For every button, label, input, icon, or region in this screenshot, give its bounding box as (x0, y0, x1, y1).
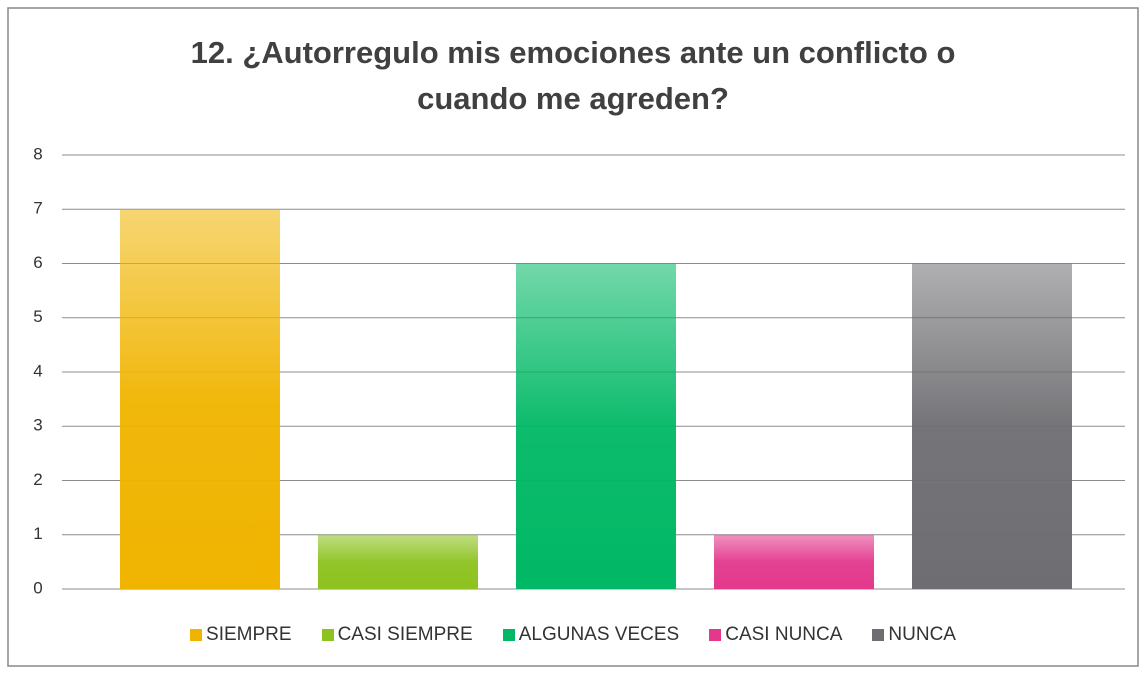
legend-swatch (709, 629, 722, 641)
y-tick-label: 4 (33, 361, 42, 380)
legend-item: CASI NUNCA (709, 624, 842, 646)
y-tick-label: 0 (33, 578, 42, 597)
legend-swatch (502, 629, 515, 641)
legend-swatch (321, 629, 334, 641)
legend-swatch (872, 629, 885, 641)
chart-title: 12. ¿Autorregulo mis emociones ante un c… (190, 35, 956, 116)
legend: SIEMPRE CASI SIEMPRE ALGUNAS VECES CASI NUN… (0, 624, 1146, 646)
legend-swatch (190, 629, 203, 641)
bar (120, 209, 280, 589)
y-tick-label: 2 (33, 470, 42, 489)
bar (318, 534, 478, 589)
y-tick-label: 6 (33, 253, 42, 272)
bar (714, 534, 874, 589)
bar (912, 263, 1072, 589)
y-tick-label: 8 (33, 144, 42, 163)
legend-item: NUNCA (872, 624, 956, 646)
y-tick-label: 5 (33, 307, 42, 326)
legend-label: CASI SIEMPRE (337, 624, 473, 645)
legend-label: SIEMPRE (206, 624, 292, 645)
y-tick-label: 3 (33, 416, 42, 435)
legend-item: ALGUNAS VECES (502, 624, 680, 646)
chart-border (7, 7, 1139, 667)
legend-item: SIEMPRE (190, 624, 292, 646)
y-tick-label: 1 (33, 524, 42, 543)
legend-item: CASI SIEMPRE (321, 624, 473, 646)
bar (516, 263, 676, 589)
y-tick-label: 7 (33, 199, 42, 218)
legend-label: CASI NUNCA (725, 624, 843, 645)
legend-label: NUNCA (888, 624, 956, 645)
legend-label: ALGUNAS VECES (518, 624, 680, 645)
